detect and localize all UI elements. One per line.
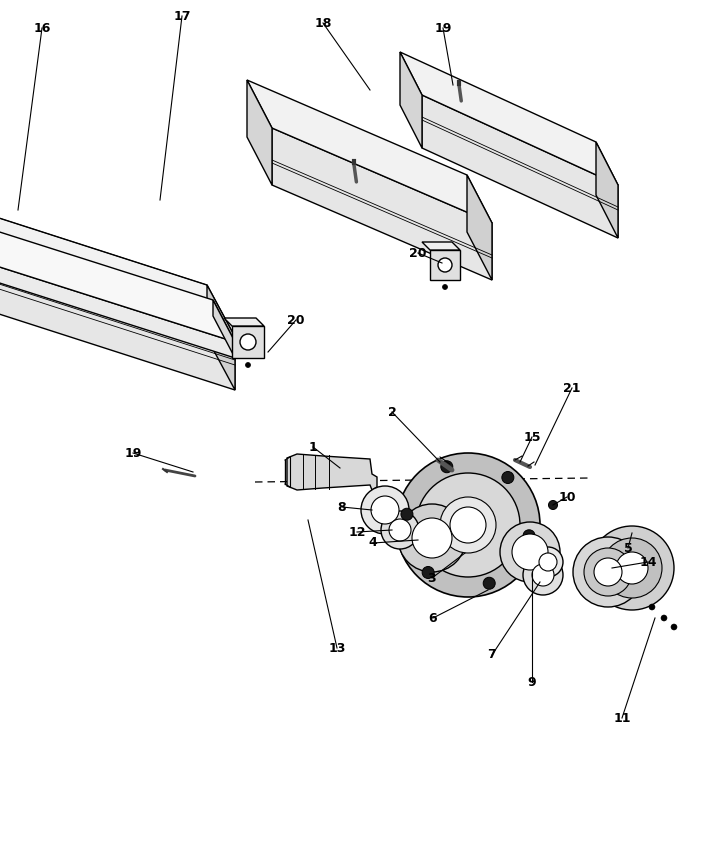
- Circle shape: [381, 511, 419, 549]
- Polygon shape: [400, 52, 422, 148]
- Polygon shape: [247, 80, 492, 223]
- Circle shape: [483, 577, 495, 590]
- Polygon shape: [400, 52, 618, 185]
- Text: 1: 1: [308, 441, 318, 453]
- Circle shape: [539, 553, 557, 571]
- Polygon shape: [213, 300, 235, 358]
- Circle shape: [548, 500, 557, 510]
- Circle shape: [584, 548, 632, 596]
- Text: 20: 20: [287, 314, 305, 326]
- Text: 10: 10: [558, 490, 576, 504]
- Circle shape: [401, 508, 413, 521]
- Text: 13: 13: [328, 642, 346, 654]
- Text: 7: 7: [488, 648, 496, 662]
- Polygon shape: [0, 190, 235, 337]
- Circle shape: [500, 522, 560, 582]
- Polygon shape: [207, 285, 235, 390]
- Circle shape: [671, 624, 677, 630]
- Circle shape: [602, 538, 662, 598]
- Polygon shape: [0, 248, 235, 358]
- Circle shape: [371, 496, 399, 524]
- Polygon shape: [232, 326, 264, 358]
- Polygon shape: [430, 250, 460, 280]
- Circle shape: [416, 473, 520, 577]
- Text: 4: 4: [369, 537, 377, 549]
- Circle shape: [438, 258, 452, 272]
- Circle shape: [661, 615, 667, 621]
- Circle shape: [440, 497, 496, 553]
- Text: 14: 14: [639, 556, 657, 569]
- Circle shape: [396, 453, 540, 597]
- Circle shape: [512, 534, 548, 570]
- Text: 17: 17: [173, 9, 191, 23]
- Text: 16: 16: [34, 22, 50, 34]
- Text: 15: 15: [523, 431, 540, 443]
- Circle shape: [573, 537, 643, 607]
- Circle shape: [422, 567, 434, 579]
- Circle shape: [441, 461, 453, 473]
- Text: 18: 18: [314, 17, 332, 29]
- Polygon shape: [287, 454, 377, 490]
- Text: 5: 5: [624, 542, 632, 554]
- Text: 20: 20: [409, 246, 427, 260]
- Circle shape: [502, 472, 514, 484]
- Circle shape: [450, 507, 486, 543]
- Circle shape: [649, 604, 655, 610]
- Text: 6: 6: [429, 611, 437, 625]
- Polygon shape: [224, 318, 264, 326]
- Circle shape: [412, 518, 452, 558]
- Polygon shape: [247, 80, 272, 185]
- Circle shape: [361, 486, 409, 534]
- Text: 2: 2: [388, 405, 396, 419]
- Polygon shape: [272, 128, 492, 280]
- Polygon shape: [422, 95, 618, 238]
- Polygon shape: [0, 206, 235, 342]
- Circle shape: [616, 552, 648, 584]
- Circle shape: [533, 547, 563, 577]
- Circle shape: [590, 526, 674, 610]
- Text: 3: 3: [428, 572, 436, 584]
- Polygon shape: [422, 242, 460, 250]
- Circle shape: [523, 555, 563, 595]
- Text: 9: 9: [528, 675, 536, 689]
- Circle shape: [442, 284, 447, 289]
- Polygon shape: [0, 242, 235, 390]
- Text: 8: 8: [338, 500, 346, 514]
- Text: 11: 11: [613, 711, 631, 724]
- Text: 12: 12: [348, 526, 366, 538]
- Circle shape: [389, 519, 411, 541]
- Text: 19: 19: [124, 447, 142, 459]
- Text: 19: 19: [435, 22, 451, 34]
- Circle shape: [532, 564, 554, 586]
- Polygon shape: [596, 142, 618, 238]
- Circle shape: [398, 504, 466, 572]
- Text: 21: 21: [563, 382, 580, 394]
- Circle shape: [240, 334, 256, 350]
- Circle shape: [594, 558, 622, 586]
- Circle shape: [523, 530, 535, 542]
- Circle shape: [245, 362, 250, 368]
- Polygon shape: [467, 175, 492, 280]
